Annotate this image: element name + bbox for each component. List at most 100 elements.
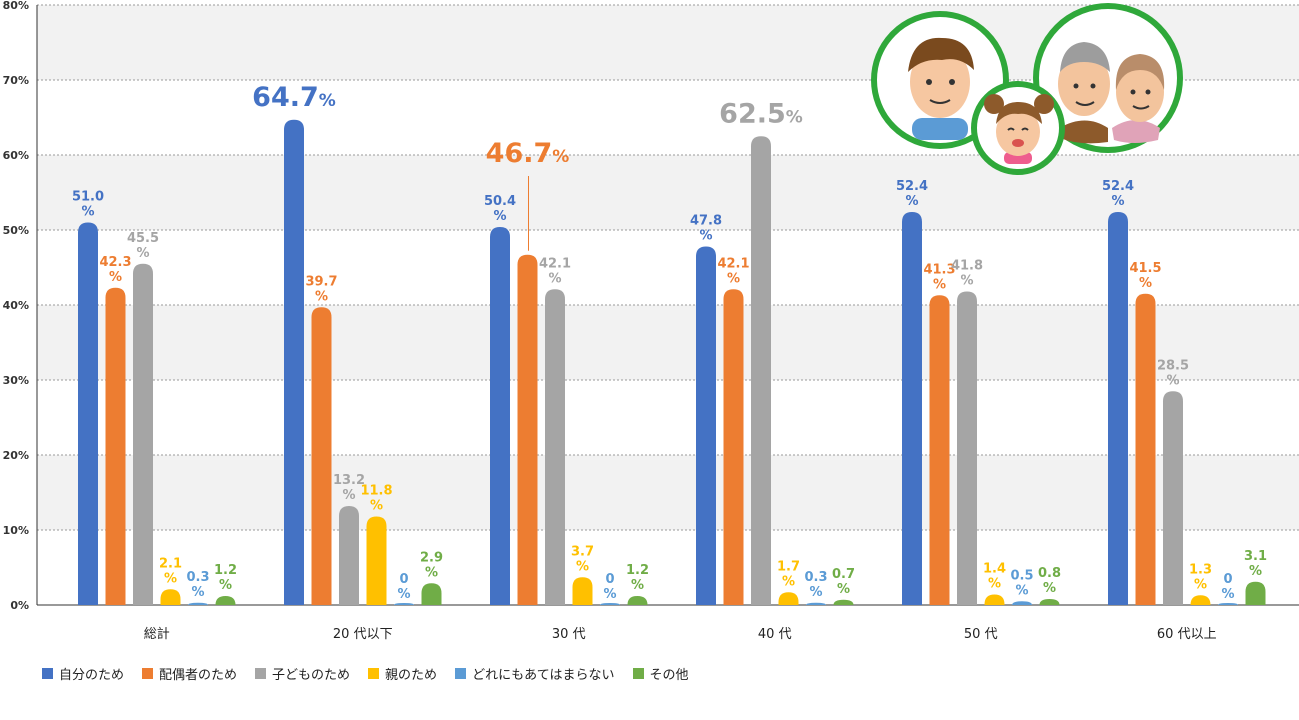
y-tick-label: 70% bbox=[3, 74, 29, 87]
data-label: 28.5 bbox=[1157, 358, 1189, 373]
data-label-unit: % bbox=[493, 209, 506, 224]
bar-group: 52.4%41.3%41.8%1.4%0.5%0.8% bbox=[896, 179, 1061, 605]
bar-group: 64.7%39.7%13.2% 11.8%0%2.9% bbox=[252, 82, 443, 605]
bar bbox=[188, 602, 208, 605]
data-label-unit: % bbox=[164, 571, 177, 586]
bar bbox=[600, 603, 620, 605]
data-label-unit: % bbox=[1249, 564, 1262, 579]
data-label: 0.3 bbox=[186, 570, 209, 585]
y-tick-label: 30% bbox=[3, 374, 29, 387]
bar bbox=[311, 307, 332, 605]
y-tick-label: 40% bbox=[3, 299, 29, 312]
data-label: 13.2 bbox=[333, 473, 365, 488]
x-tick-label: 総計 bbox=[144, 626, 170, 642]
elderly-couple-icon bbox=[1033, 3, 1183, 153]
legend-swatch bbox=[142, 668, 154, 679]
bar bbox=[957, 291, 977, 605]
x-tick-label: 50 代 bbox=[964, 627, 998, 642]
data-label-unit: % bbox=[576, 559, 589, 574]
bar bbox=[833, 599, 854, 605]
legend-item: その他 bbox=[632, 664, 689, 683]
data-label: 1.2 bbox=[626, 563, 649, 578]
bar bbox=[105, 287, 126, 605]
data-label: 42.1 bbox=[539, 256, 571, 271]
data-label-unit: % bbox=[81, 205, 94, 220]
bar bbox=[696, 246, 716, 605]
bar bbox=[366, 516, 387, 605]
legend-swatch bbox=[455, 668, 467, 679]
legend-label: その他 bbox=[649, 668, 689, 683]
data-label: 39.7 bbox=[305, 274, 337, 289]
data-label-unit: % bbox=[933, 277, 946, 292]
bar bbox=[490, 227, 510, 605]
x-tick-label: 40 代 bbox=[758, 627, 792, 642]
data-label-unit: % bbox=[603, 587, 616, 602]
data-label-unit: % bbox=[1166, 373, 1179, 388]
data-label-unit: % bbox=[727, 271, 740, 286]
y-tick-label: 60% bbox=[3, 149, 29, 162]
data-label-unit: % bbox=[837, 582, 850, 597]
bar bbox=[1163, 391, 1183, 605]
data-label-unit: % bbox=[219, 578, 232, 593]
bar bbox=[78, 222, 98, 605]
bar-group: 51.0%42.3%45.5%2.1% 0.3%1.2% bbox=[72, 190, 237, 605]
data-label: 41.3 bbox=[923, 262, 955, 277]
bar bbox=[806, 602, 826, 605]
legend-swatch bbox=[42, 668, 53, 679]
bar bbox=[421, 583, 442, 605]
y-tick-label: 10% bbox=[3, 524, 29, 537]
bar bbox=[984, 594, 1005, 605]
x-tick-label: 30 代 bbox=[552, 627, 586, 642]
legend-label: 自分のため bbox=[59, 668, 125, 683]
legend-label: 親のため bbox=[385, 668, 438, 683]
data-label: 0.7 bbox=[832, 567, 855, 582]
bar bbox=[394, 603, 414, 605]
legend-item: 親のため bbox=[368, 664, 437, 683]
y-axis: 0% 10% 20% 30% 40% 50% 60% 70% 80% bbox=[3, 0, 1299, 612]
data-label: 0.8 bbox=[1038, 566, 1061, 581]
legend-item: 自分のため bbox=[42, 664, 124, 683]
bar bbox=[1039, 599, 1060, 605]
bar bbox=[133, 263, 153, 605]
bar bbox=[1012, 601, 1032, 605]
data-label: 45.5 bbox=[127, 231, 159, 246]
bar-group: 52.4%41.5%28.5%1.3% 0%3.1% bbox=[1102, 179, 1267, 605]
x-axis: 総計 20 代以下 30 代 40 代 50 代 60 代以上 bbox=[144, 626, 1217, 642]
data-label: 2.9 bbox=[420, 550, 443, 565]
data-label-unit: % bbox=[631, 578, 644, 593]
bar bbox=[929, 295, 950, 605]
bar bbox=[215, 596, 236, 605]
girl-icon bbox=[971, 81, 1065, 175]
y-tick-label: 50% bbox=[3, 224, 29, 237]
data-label-highlight: 64.7% bbox=[252, 82, 336, 113]
data-label: 42.1 bbox=[717, 256, 749, 271]
data-label: 0.3 bbox=[804, 570, 827, 585]
data-label-unit: % bbox=[397, 587, 410, 602]
plot-band bbox=[37, 230, 1299, 305]
data-label-unit: % bbox=[109, 270, 122, 285]
bar bbox=[1190, 595, 1211, 605]
x-tick-label: 60 代以上 bbox=[1157, 627, 1217, 642]
bar bbox=[1245, 581, 1266, 605]
man-icon bbox=[871, 11, 1009, 149]
legend-item: どれにもあてはまらない bbox=[455, 664, 615, 683]
data-label-highlight: 46.7% bbox=[486, 138, 570, 169]
bar bbox=[517, 254, 538, 605]
x-tick-label: 20 代以下 bbox=[333, 627, 393, 642]
data-label: 0 bbox=[399, 572, 408, 587]
data-label-unit: % bbox=[1139, 276, 1152, 291]
plot-background bbox=[37, 5, 1299, 605]
data-label: 51.0 bbox=[72, 190, 104, 205]
data-label: 0.5 bbox=[1010, 568, 1033, 583]
plot-band bbox=[37, 380, 1299, 455]
data-label-unit: % bbox=[988, 577, 1001, 592]
legend-item: 配偶者のため bbox=[142, 664, 237, 683]
legend-label: どれにもあてはまらない bbox=[472, 668, 615, 683]
bar bbox=[1135, 293, 1156, 605]
legend-label: 配偶者のため bbox=[159, 668, 238, 683]
plot-band bbox=[37, 530, 1299, 605]
bar bbox=[545, 289, 565, 605]
data-label: 52.4 bbox=[1102, 179, 1134, 194]
